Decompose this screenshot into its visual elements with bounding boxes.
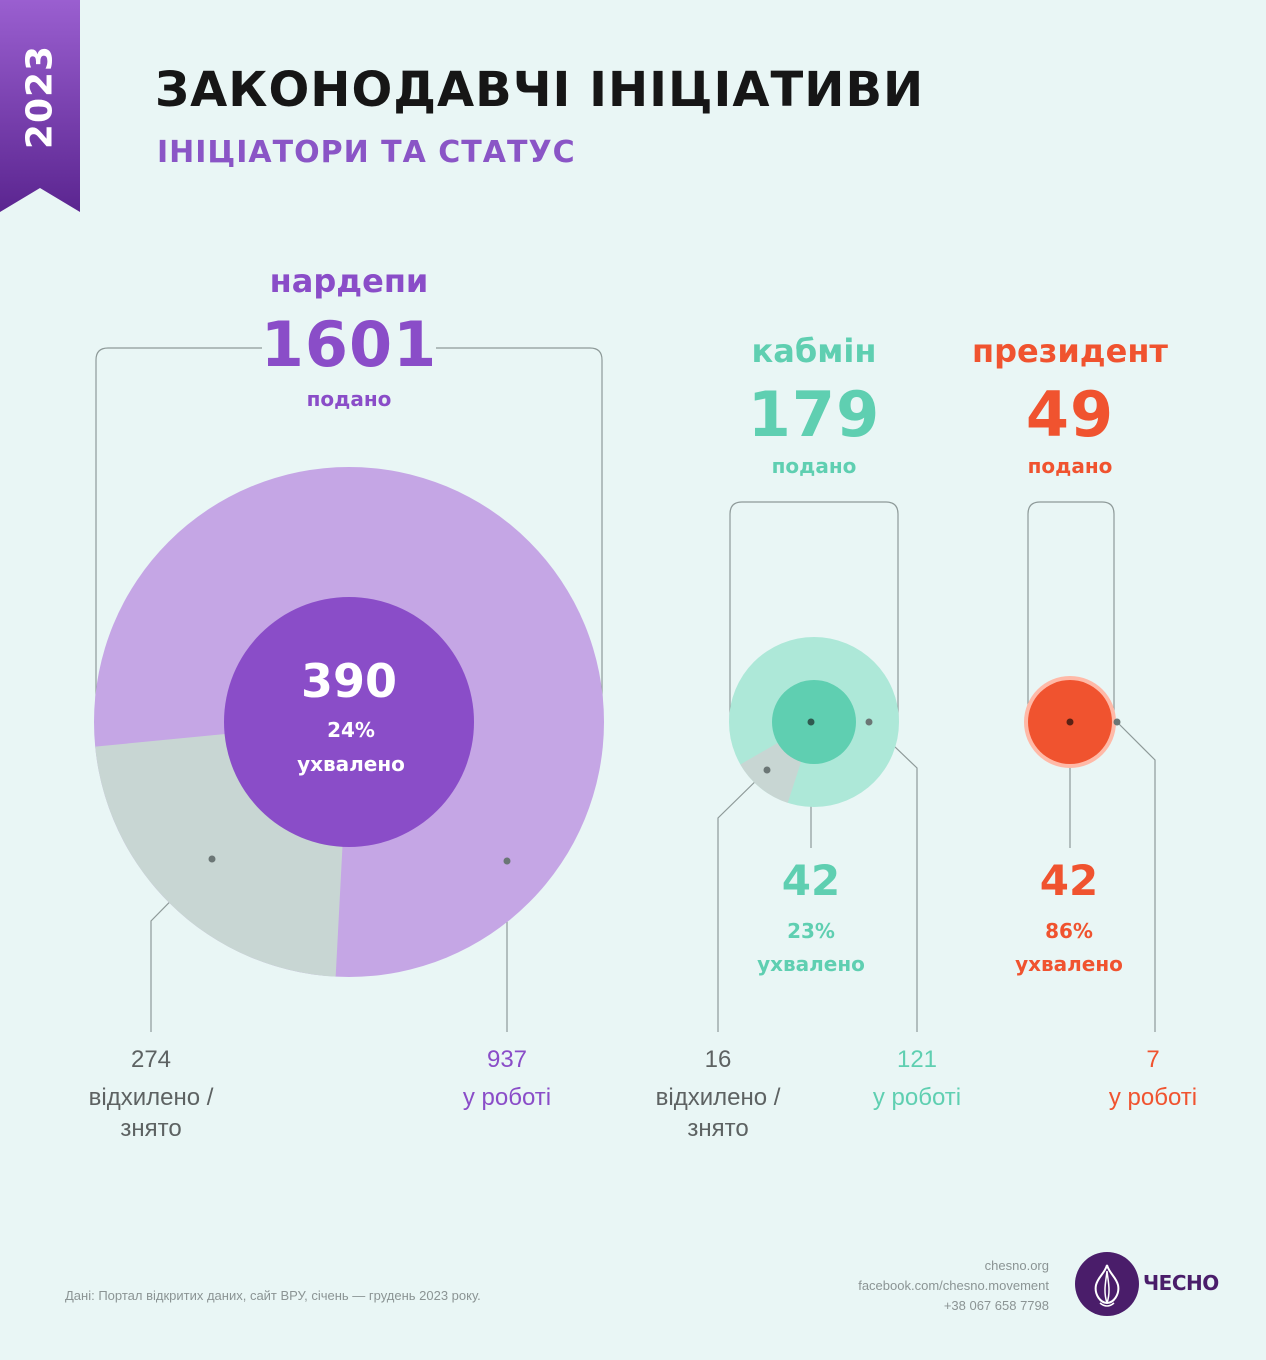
cabmin-rejected-label-2: знято (687, 1115, 749, 1142)
website-link[interactable]: chesno.org (984, 1258, 1049, 1273)
mps-group-name: нардепи (269, 262, 429, 300)
mps-approved-count: 390 (300, 654, 398, 708)
cabmin-inwork-count: 121 (896, 1046, 938, 1073)
cabmin-group-name: кабмін (751, 332, 877, 370)
mps-bracket-left (95, 347, 262, 735)
chesno-logo-text: ЧЕСНО (1143, 1271, 1219, 1295)
cabmin-submitted-label: подано (771, 454, 857, 478)
cabmin-approved-label: ухвалено (757, 952, 865, 976)
cabmin-approved-percent: 23% (787, 919, 835, 943)
president-approved-label: ухвалено (1015, 952, 1123, 976)
mps-rejected-label-2: знято (120, 1115, 182, 1142)
cabmin-rejected-label-1: відхилено / (655, 1084, 781, 1111)
mps-rejected-count: 274 (130, 1046, 172, 1073)
president-group-name: президент (972, 332, 1168, 370)
cabmin-rejected-count: 16 (704, 1046, 732, 1073)
contacts-block: chesno.org facebook.com/chesno.movement … (858, 1256, 1049, 1316)
president-approved-count: 42 (1039, 856, 1099, 905)
president-submitted-label: подано (1027, 454, 1113, 478)
leader-dots (208, 718, 1121, 865)
year-ribbon (0, 0, 80, 212)
cabmin-approved-count: 42 (781, 856, 841, 905)
cabmin-rejected-dot (763, 766, 771, 774)
president-inwork-leader (1116, 721, 1156, 1032)
president-inwork-count: 7 (1146, 1046, 1160, 1073)
mps-rejected-dot (208, 855, 216, 863)
cabmin-approved-dot (807, 718, 815, 726)
mps-inwork-dot (503, 857, 511, 865)
mps-rejected-label-1: відхилено / (88, 1084, 214, 1111)
mps-approved-percent: 24% (327, 718, 375, 742)
pie-chart-mps (94, 467, 604, 977)
president-inwork-label: у роботі (1108, 1084, 1198, 1111)
page-title: ЗАКОНОДАВЧІ ІНІЦІАТИВИ (155, 62, 925, 118)
cabmin-inwork-label: у роботі (872, 1084, 962, 1111)
connector-lines (95, 347, 1156, 1032)
page-subtitle: ІНІЦІАТОРИ ТА СТАТУС (157, 135, 576, 170)
president-submitted-count: 49 (1025, 378, 1115, 451)
cabmin-bracket (729, 501, 899, 722)
mps-inwork-count: 937 (486, 1046, 528, 1073)
facebook-link[interactable]: facebook.com/chesno.movement (858, 1278, 1049, 1293)
mps-approved-circle (224, 597, 474, 847)
mps-inwork-label: у роботі (462, 1084, 552, 1111)
mps-bracket-right (436, 347, 603, 722)
mps-approved-label: ухвалено (297, 752, 405, 776)
mps-submitted-label: подано (306, 387, 392, 411)
chesno-logo-icon (1075, 1252, 1139, 1316)
cabmin-submitted-count: 179 (747, 378, 881, 451)
president-bracket (1027, 501, 1115, 722)
phone-number: +38 067 658 7798 (943, 1298, 1049, 1313)
president-approved-dot (1066, 718, 1074, 726)
president-approved-percent: 86% (1045, 919, 1093, 943)
president-inwork-dot (1113, 718, 1121, 726)
cabmin-inwork-dot (865, 718, 873, 726)
data-source-note: Дані: Портал відкритих даних, сайт ВРУ, … (65, 1288, 481, 1303)
mps-submitted-count: 1601 (260, 308, 438, 381)
cabmin-rejected-leader (717, 769, 768, 1032)
